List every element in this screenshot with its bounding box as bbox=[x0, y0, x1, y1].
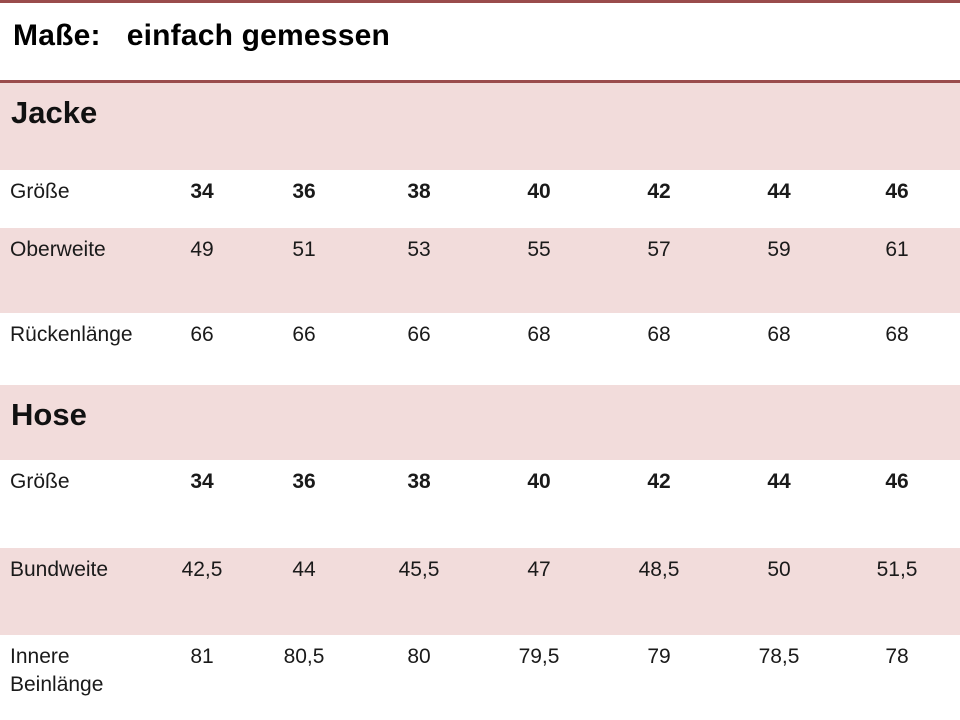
value-cell: 68 bbox=[527, 323, 551, 346]
value-cell: 44 bbox=[254, 548, 354, 635]
page-title: Maße: einfach gemessen bbox=[0, 3, 960, 83]
table-row-rueckenlaenge: Rückenlänge 66 66 66 68 68 68 68 bbox=[0, 313, 960, 385]
value-cell: 51 bbox=[254, 228, 354, 313]
row-label: Bundweite bbox=[0, 548, 150, 635]
size-cell: 46 bbox=[885, 470, 909, 493]
row-label: Innere Beinlänge bbox=[10, 645, 104, 697]
value-cell: 68 bbox=[647, 323, 671, 346]
table-row-innere-beinlaenge: Innere Beinlänge 81 80,5 80 79,5 79 78,5… bbox=[0, 635, 960, 720]
size-cell: 34 bbox=[190, 470, 214, 493]
value-cell: 61 bbox=[834, 228, 960, 313]
value-cell: 80 bbox=[407, 645, 431, 668]
row-label: Größe bbox=[10, 470, 70, 493]
size-cell: 44 bbox=[767, 470, 791, 493]
table-row-sizes-hose: Größe 34 36 38 40 42 44 46 bbox=[0, 460, 960, 548]
row-label: Größe bbox=[10, 180, 70, 203]
value-cell: 66 bbox=[407, 323, 431, 346]
value-cell: 53 bbox=[354, 228, 484, 313]
size-cell: 44 bbox=[767, 180, 791, 203]
value-cell: 66 bbox=[292, 323, 316, 346]
value-cell: 78 bbox=[885, 645, 909, 668]
page-title-prefix: Maße: bbox=[13, 19, 101, 52]
section-header-hose: Hose bbox=[0, 385, 960, 460]
value-cell: 78,5 bbox=[758, 645, 800, 668]
size-cell: 38 bbox=[407, 470, 431, 493]
row-label: Oberweite bbox=[0, 228, 150, 313]
value-cell: 66 bbox=[190, 323, 214, 346]
value-cell: 68 bbox=[885, 323, 909, 346]
value-cell: 81 bbox=[190, 645, 214, 668]
value-cell: 79,5 bbox=[518, 645, 560, 668]
value-cell: 68 bbox=[767, 323, 791, 346]
value-cell: 80,5 bbox=[283, 645, 325, 668]
value-cell: 48,5 bbox=[594, 548, 724, 635]
section-title: Hose bbox=[0, 385, 960, 460]
value-cell: 47 bbox=[484, 548, 594, 635]
size-cell: 40 bbox=[527, 180, 551, 203]
size-cell: 46 bbox=[885, 180, 909, 203]
table-row-bundweite: Bundweite 42,5 44 45,5 47 48,5 50 51,5 bbox=[0, 548, 960, 635]
value-cell: 57 bbox=[594, 228, 724, 313]
size-cell: 38 bbox=[407, 180, 431, 203]
value-cell: 51,5 bbox=[834, 548, 960, 635]
table-row-oberweite: Oberweite 49 51 53 55 57 59 61 bbox=[0, 228, 960, 313]
value-cell: 59 bbox=[724, 228, 834, 313]
value-cell: 55 bbox=[484, 228, 594, 313]
size-table: Jacke Größe 34 36 38 40 42 44 46 Oberwei… bbox=[0, 83, 960, 720]
row-label: Rückenlänge bbox=[10, 323, 133, 346]
page-title-text: einfach gemessen bbox=[126, 19, 390, 52]
value-cell: 79 bbox=[647, 645, 671, 668]
value-cell: 49 bbox=[150, 228, 254, 313]
size-cell: 36 bbox=[292, 180, 316, 203]
section-header-jacke: Jacke bbox=[0, 83, 960, 170]
section-title: Jacke bbox=[0, 83, 960, 170]
size-cell: 40 bbox=[527, 470, 551, 493]
table-row-sizes-jacke: Größe 34 36 38 40 42 44 46 bbox=[0, 170, 960, 228]
size-cell: 36 bbox=[292, 470, 316, 493]
size-cell: 42 bbox=[647, 180, 671, 203]
value-cell: 45,5 bbox=[354, 548, 484, 635]
size-cell: 34 bbox=[190, 180, 214, 203]
size-cell: 42 bbox=[647, 470, 671, 493]
value-cell: 42,5 bbox=[150, 548, 254, 635]
value-cell: 50 bbox=[724, 548, 834, 635]
